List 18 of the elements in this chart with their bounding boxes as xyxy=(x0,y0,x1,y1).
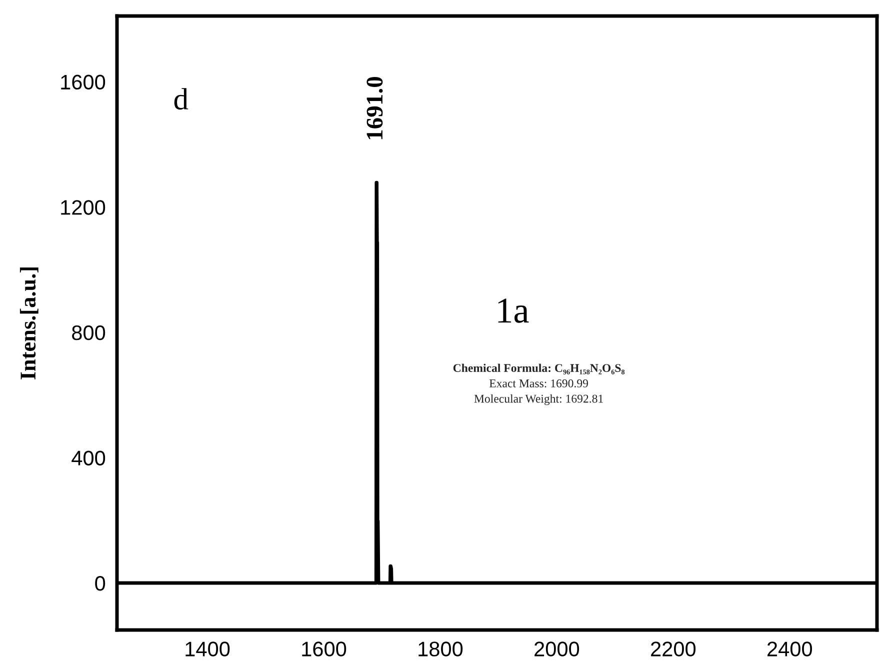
annotation: 1691.0 xyxy=(366,76,383,140)
y-tick-label: 1600 xyxy=(61,74,106,90)
x-tick-label: 1600 xyxy=(302,642,346,656)
annotation: Molecular Weight: 1692.81 xyxy=(474,394,603,406)
annotation: Exact Mass: 1690.99 xyxy=(489,379,588,388)
x-tick-label: 2400 xyxy=(768,642,812,656)
x-tick-label: 1800 xyxy=(418,642,463,656)
annotation: 1a xyxy=(498,298,529,323)
y-tick-label: 400 xyxy=(72,450,106,466)
annotation: Chemical Formula: C₉₆H₁₅₈N₂O₆S₈ xyxy=(453,364,625,374)
y-tick-label: 1200 xyxy=(61,200,106,215)
annotation: d xyxy=(174,88,188,110)
y-tick-label: 800 xyxy=(72,325,106,340)
y-tick-label: 0 xyxy=(95,576,106,591)
x-tick-label: 2200 xyxy=(651,642,696,656)
x-tick-label: 1400 xyxy=(186,642,230,656)
y-axis-title: Intens.[a.u.] xyxy=(20,268,38,380)
x-tick-label: 2000 xyxy=(534,642,580,656)
